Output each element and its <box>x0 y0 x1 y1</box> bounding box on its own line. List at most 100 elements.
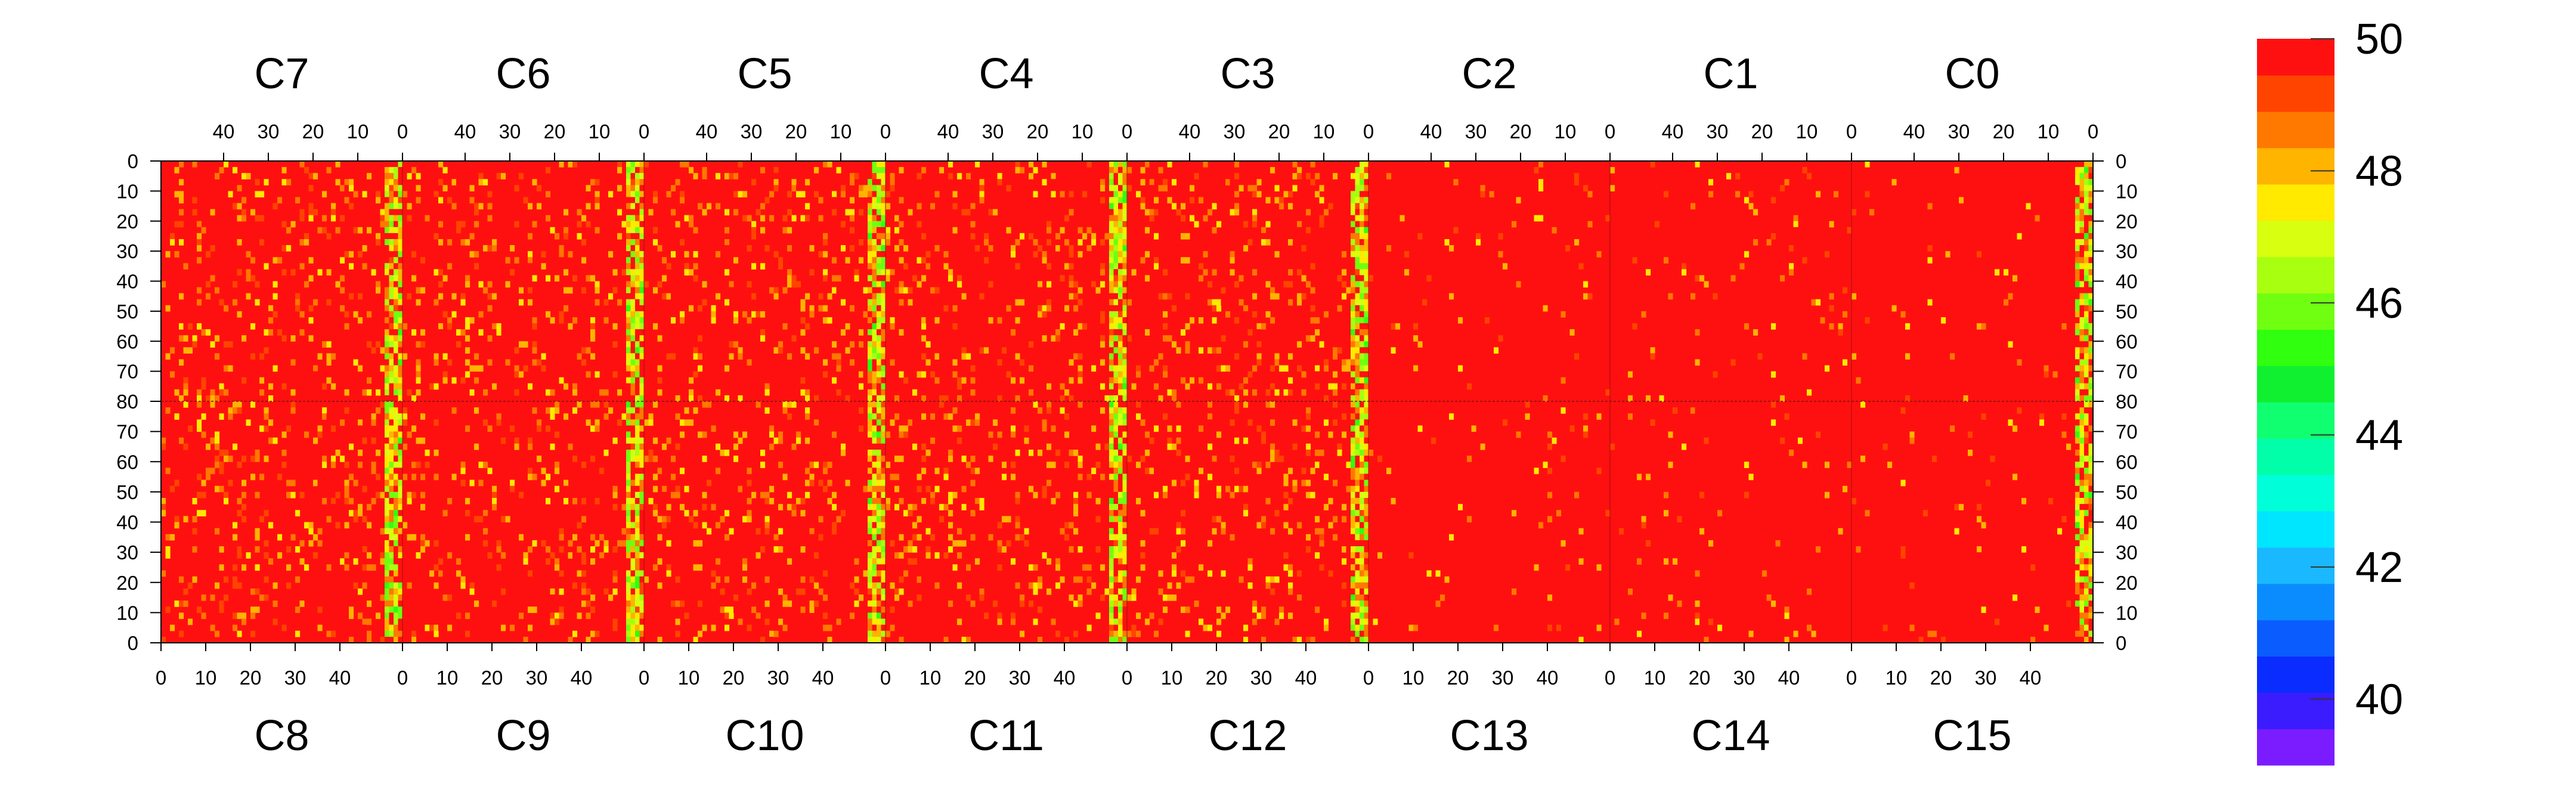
heat-cell <box>358 510 363 516</box>
heat-cell <box>389 552 394 559</box>
heat-cell <box>1315 528 1320 535</box>
heat-cell <box>295 546 301 553</box>
heat-cell <box>1145 431 1150 438</box>
heat-cell <box>389 582 394 589</box>
heat-cell <box>724 510 730 516</box>
heat-cell <box>778 546 784 553</box>
heat-cell <box>1212 203 1217 210</box>
heat-cell <box>626 552 631 559</box>
heat-cell <box>639 443 645 450</box>
heat-cell <box>188 425 193 432</box>
heat-cell <box>872 595 877 601</box>
heat-cell <box>603 546 609 553</box>
heat-cell <box>411 275 417 282</box>
heat-cell <box>626 401 631 408</box>
heat-cell <box>626 582 631 589</box>
heat-cell <box>993 624 998 631</box>
heat-cell <box>237 552 242 559</box>
heat-cell <box>595 299 600 306</box>
heat-cell <box>1364 371 1369 378</box>
heat-cell <box>1261 227 1267 234</box>
heat-cell <box>1109 323 1114 330</box>
heat-cell <box>635 636 640 643</box>
heat-cell <box>1109 191 1114 198</box>
heat-cell <box>635 191 640 198</box>
heat-cell <box>1109 450 1114 456</box>
heat-cell <box>1127 299 1132 306</box>
heat-cell <box>394 528 399 535</box>
heat-cell <box>1100 179 1106 185</box>
heat-cell <box>1122 239 1128 246</box>
heat-cell <box>1109 618 1114 626</box>
heat-cell <box>1342 293 1347 300</box>
heat-cell <box>273 582 278 589</box>
heat-cell <box>295 197 301 204</box>
heat-cell <box>380 365 385 372</box>
heat-cell <box>662 522 667 529</box>
heat-cell <box>197 287 202 294</box>
heat-cell <box>957 540 962 547</box>
heat-cell <box>398 600 403 607</box>
heat-cell <box>988 281 993 288</box>
heat-cell <box>764 522 770 529</box>
heat-cell <box>1136 630 1141 637</box>
heat-cell <box>630 287 636 294</box>
heat-cell <box>877 287 882 294</box>
heat-cell <box>868 167 873 174</box>
heat-cell <box>1104 588 1110 595</box>
heat-cell <box>1364 197 1369 204</box>
heat-cell <box>416 173 421 179</box>
heat-cell <box>635 522 640 529</box>
heat-cell <box>1122 576 1128 583</box>
heat-cell <box>228 365 233 372</box>
heat-cell <box>921 317 927 324</box>
heat-cell <box>1212 347 1217 354</box>
heat-cell <box>385 636 390 643</box>
heat-cell <box>1360 299 1365 306</box>
heat-cell <box>1360 383 1365 390</box>
heat-cell <box>702 491 707 499</box>
heat-cell <box>1977 504 1982 510</box>
heat-cell <box>1252 293 1258 300</box>
heat-cell <box>2075 305 2080 312</box>
heat-cell <box>2012 473 2018 481</box>
heat-cell <box>1360 395 1365 402</box>
heat-cell <box>800 534 806 541</box>
heat-cell <box>362 347 367 354</box>
heat-cell <box>1355 233 1360 240</box>
heat-cell <box>1122 281 1128 288</box>
heat-cell <box>671 491 676 499</box>
heat-cell <box>693 227 698 234</box>
heat-cell <box>358 161 363 168</box>
heat-cell <box>398 371 403 378</box>
heat-cell <box>1073 293 1079 300</box>
heat-cell <box>675 618 680 626</box>
heat-cell <box>1185 311 1190 318</box>
heat-cell <box>1042 257 1047 264</box>
heat-cell <box>1270 576 1275 583</box>
heat-cell <box>868 269 873 276</box>
heat-cell <box>845 395 850 402</box>
heat-cell <box>1699 528 1705 535</box>
heat-cell <box>881 576 886 583</box>
heat-cell <box>934 209 940 216</box>
heat-cell <box>993 419 998 426</box>
heat-cell <box>1131 588 1137 595</box>
heat-cell <box>367 377 372 384</box>
heat-cell <box>1127 630 1132 637</box>
heat-cell <box>402 473 408 481</box>
heat-cell <box>394 173 399 179</box>
heat-cell <box>1355 425 1360 432</box>
heat-cell <box>1695 600 1700 607</box>
heat-cell <box>626 425 631 432</box>
heat-cell <box>603 473 609 481</box>
heat-cell <box>1113 612 1119 620</box>
heat-cell <box>630 191 636 198</box>
heat-cell <box>1319 221 1324 228</box>
heat-cell <box>809 600 815 607</box>
heat-cell <box>1140 552 1145 559</box>
heat-cell <box>389 269 394 276</box>
heat-cell <box>1516 281 1521 288</box>
heat-cell <box>764 407 770 414</box>
heat-cell <box>385 473 390 481</box>
